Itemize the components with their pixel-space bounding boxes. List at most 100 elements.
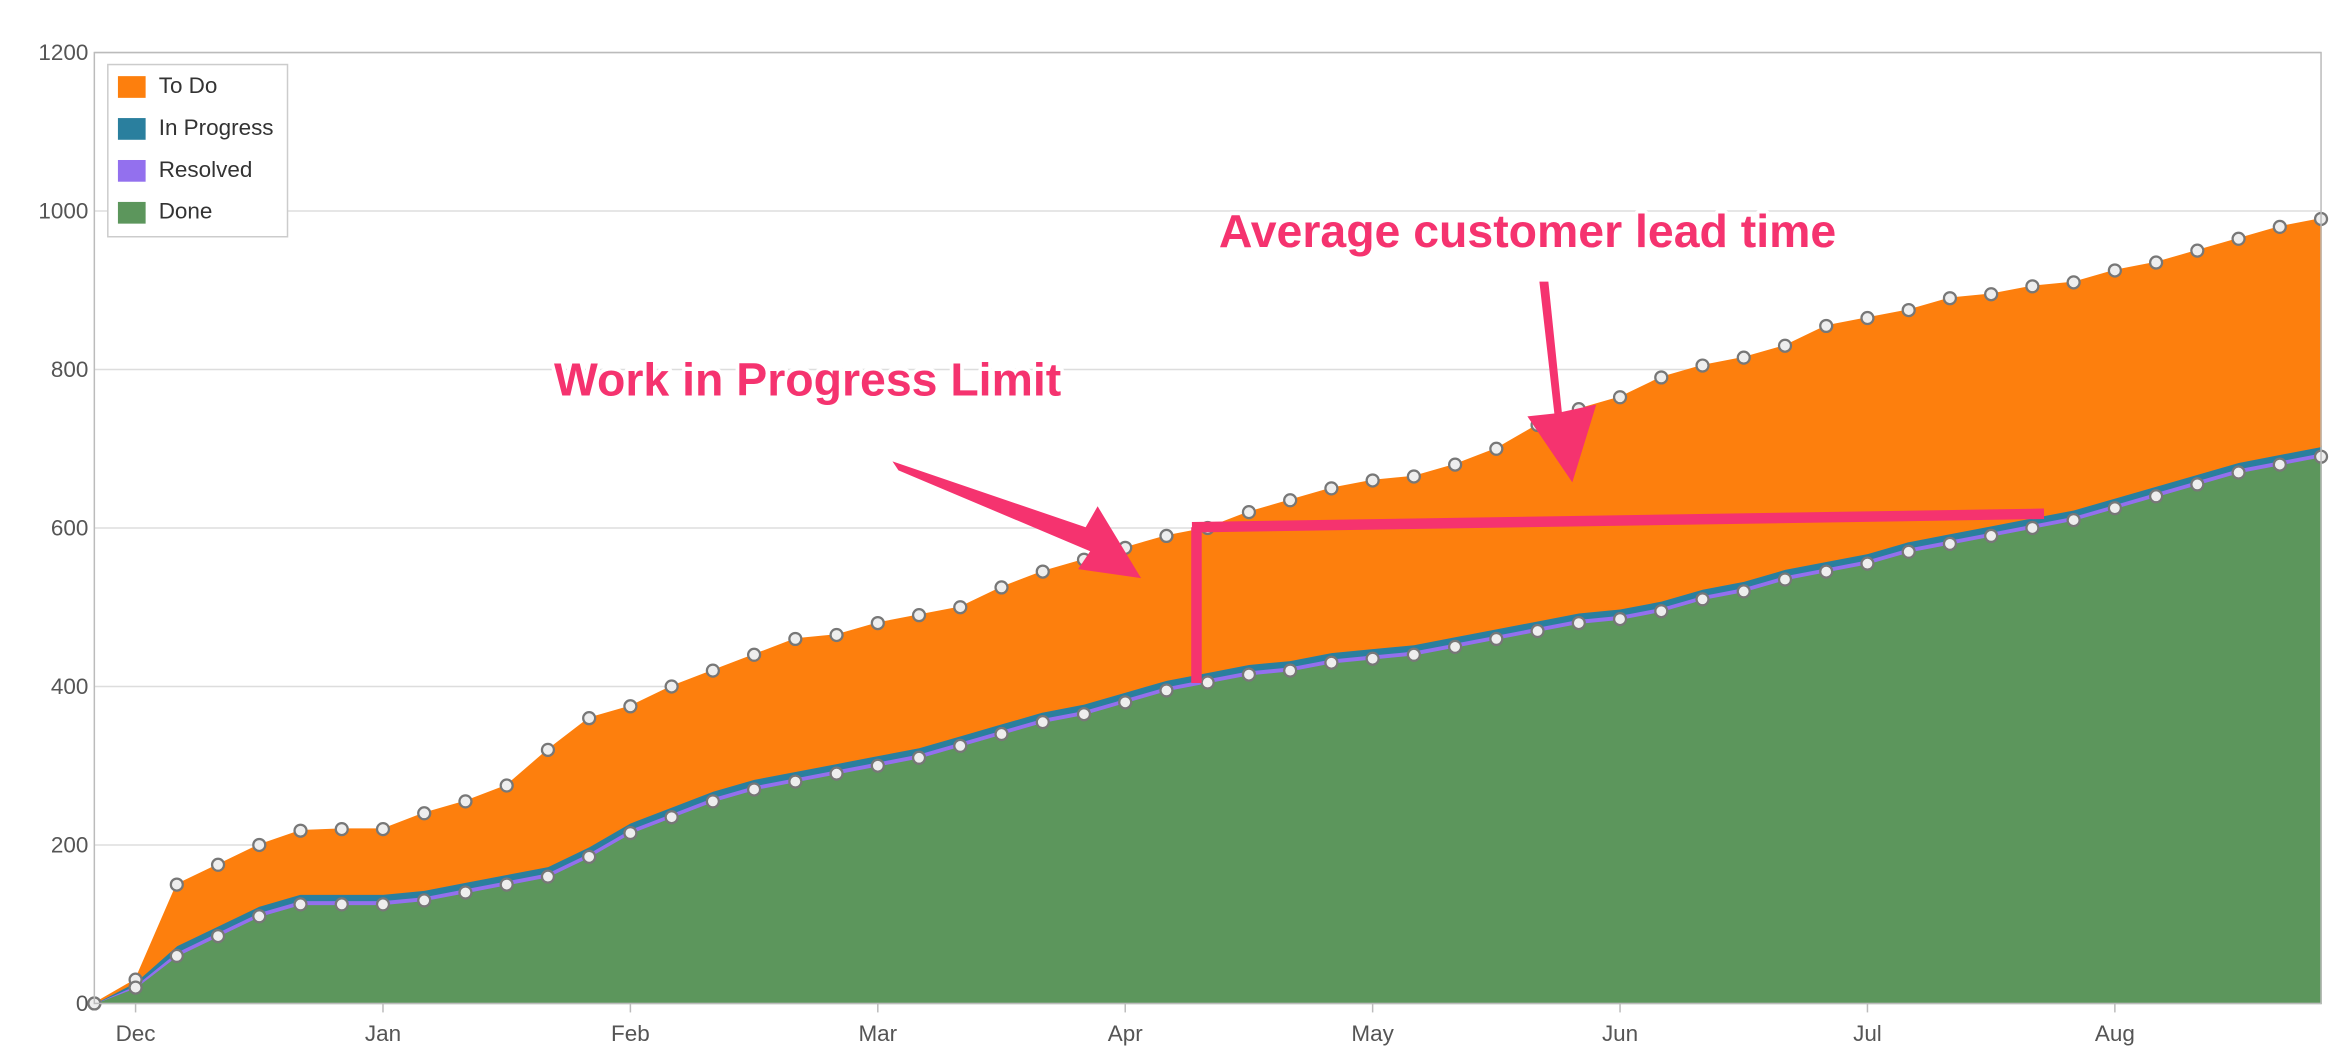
point — [1324, 481, 1339, 496]
point — [293, 897, 308, 912]
point — [994, 726, 1009, 742]
point — [1571, 615, 1586, 631]
point — [1901, 544, 1916, 559]
point — [1654, 604, 1669, 619]
point — [1984, 287, 1999, 302]
point — [664, 810, 679, 825]
point — [829, 766, 844, 781]
point — [2272, 457, 2287, 472]
legend-swatch — [115, 73, 148, 101]
point — [1942, 536, 1958, 551]
point — [540, 869, 556, 884]
point — [705, 663, 720, 678]
point — [169, 948, 184, 964]
point — [293, 823, 308, 838]
point — [705, 794, 720, 809]
y-tick-label: 600 — [51, 515, 88, 540]
y-tick-label: 200 — [51, 832, 88, 857]
point — [1984, 528, 1999, 544]
point — [417, 806, 432, 821]
point — [334, 821, 349, 837]
point — [1530, 623, 1545, 639]
x-tick-label: Jan — [365, 1021, 401, 1046]
point — [1777, 338, 1793, 353]
point — [1241, 505, 1257, 520]
point — [1365, 651, 1380, 666]
point — [210, 857, 226, 872]
point — [1489, 441, 1504, 456]
point — [1860, 556, 1875, 571]
y-tick-label: 800 — [51, 357, 88, 382]
point — [1819, 318, 1834, 334]
point — [1159, 683, 1174, 698]
x-tick-label: Dec — [116, 1021, 156, 1046]
point — [252, 837, 267, 853]
point — [623, 699, 638, 714]
point — [664, 679, 679, 694]
point — [499, 778, 514, 793]
arrow — [1527, 281, 1597, 483]
legend-label: In Progress — [159, 115, 274, 140]
point — [788, 774, 803, 789]
point — [1447, 639, 1463, 654]
point — [1695, 358, 1710, 373]
point — [788, 631, 803, 647]
point — [953, 600, 968, 615]
point — [1118, 695, 1133, 710]
point — [1736, 350, 1751, 365]
arrow — [892, 461, 1142, 579]
point — [829, 627, 844, 643]
plot-border — [93, 51, 2322, 1005]
markers — [87, 211, 2329, 1011]
point — [1035, 564, 1050, 579]
point — [1283, 663, 1298, 678]
point — [1406, 469, 1421, 484]
point — [1200, 675, 1215, 690]
point — [623, 825, 638, 841]
x-tick-label: Apr — [1108, 1021, 1143, 1046]
point — [953, 738, 968, 754]
point — [1860, 310, 1875, 326]
point — [746, 647, 762, 662]
point — [1612, 390, 1628, 405]
legend-label: Done — [159, 199, 213, 224]
point — [1777, 572, 1793, 587]
point — [2148, 255, 2164, 270]
point — [1283, 493, 1298, 508]
point — [1819, 564, 1834, 579]
point — [499, 877, 514, 892]
point — [458, 794, 473, 809]
x-tick-label: May — [1351, 1021, 1394, 1046]
point — [1447, 457, 1463, 472]
point — [2231, 231, 2246, 246]
point — [1035, 715, 1050, 730]
point — [540, 742, 556, 757]
point — [1942, 291, 1958, 306]
point — [1159, 528, 1174, 544]
point — [2107, 501, 2122, 516]
point — [2066, 275, 2081, 290]
point — [1901, 302, 1916, 318]
point — [911, 608, 927, 623]
point — [2066, 512, 2081, 528]
point — [911, 750, 927, 765]
x-tick-label: Jun — [1602, 1021, 1638, 1046]
point — [1076, 707, 1092, 722]
x-tick-label: Aug — [2095, 1021, 2135, 1046]
point — [1406, 647, 1421, 662]
point — [1736, 584, 1751, 599]
point — [458, 885, 473, 900]
point — [1365, 473, 1380, 488]
axes: 0 200 400 600 800 1000 1200 Dec Jan Feb Mar Apr May J… — [38, 40, 2134, 1046]
point — [2231, 465, 2246, 480]
point — [2025, 279, 2040, 294]
legend-swatch — [115, 157, 148, 184]
point — [375, 821, 391, 837]
point — [2025, 520, 2040, 536]
y-tick-label: 0 — [76, 991, 89, 1016]
point — [2190, 243, 2205, 258]
x-tick-label: Mar — [858, 1021, 897, 1046]
y-tick-label: 1200 — [38, 40, 88, 65]
